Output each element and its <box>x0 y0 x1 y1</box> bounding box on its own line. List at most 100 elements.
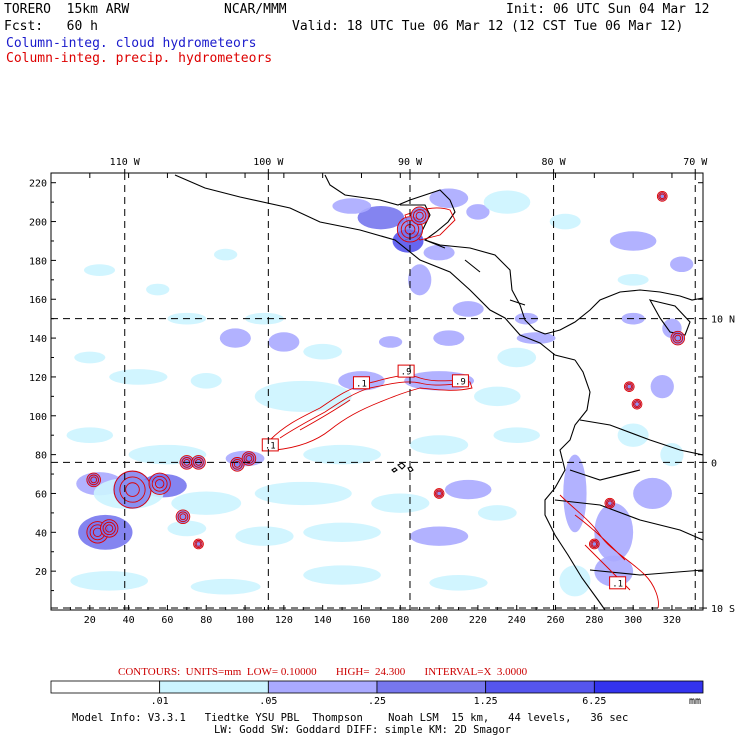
y-tick-label: 120 <box>29 373 47 384</box>
precip-cell-contour <box>589 538 600 550</box>
precip-cell-contour <box>632 400 642 409</box>
colorbar-swatch <box>267 680 378 694</box>
x-tick-label: 180 <box>391 615 409 626</box>
y-tick-label: 80 <box>35 451 47 462</box>
cloud-patch <box>254 380 352 412</box>
cloud-patch <box>514 312 539 325</box>
precip-cell-contour <box>231 459 243 470</box>
cloud-patch <box>74 351 106 364</box>
precip-cell-contour <box>243 453 255 464</box>
valid-time: Valid: 18 UTC Tue 06 Mar 12 (12 CST Tue … <box>292 19 684 34</box>
precip-cell-contour <box>125 482 140 497</box>
cloud-patch <box>466 204 490 220</box>
itcz-band-contour-inner <box>279 381 466 439</box>
y-tick-label: 140 <box>29 334 47 345</box>
precip-cell-contour <box>604 497 616 509</box>
precip-cell-contour <box>88 474 100 486</box>
forecast-hour: Fcst: 60 h <box>4 19 98 34</box>
cloud-patch <box>617 423 649 447</box>
cloud-patch <box>167 520 207 537</box>
colorbar-label: .25 <box>368 696 386 707</box>
precip-cell-contour <box>105 524 114 533</box>
cloud-patch <box>408 264 432 296</box>
y-tick-label: 220 <box>29 179 47 190</box>
right-tick-label: 10 N <box>711 315 735 326</box>
contour-label: .1 <box>265 441 276 451</box>
precip-cell-contour <box>90 476 98 484</box>
lat-lon-grid <box>51 173 703 610</box>
colorbar-swatch <box>593 680 704 694</box>
cloud-patch <box>83 264 116 276</box>
precip-cell-contour <box>634 401 640 407</box>
precip-cell-contour <box>435 489 444 498</box>
precip-cell-contour <box>674 334 682 342</box>
contour-label-box <box>451 374 469 388</box>
precip-cell-shade <box>113 470 152 509</box>
colorbar-label: .05 <box>259 696 277 707</box>
yucatan-coastline <box>324 174 546 335</box>
cloud-patch <box>409 435 469 455</box>
precip-cell-contour <box>193 538 204 550</box>
init-time: Init: 06 UTC Sun 04 Mar 12 <box>506 2 710 17</box>
colorbar-unit: mm <box>689 696 701 707</box>
cloud-patch <box>378 336 403 348</box>
precip-cell-shade <box>590 539 599 549</box>
x-tick-label: 80 <box>200 615 212 626</box>
y-tick-label: 180 <box>29 256 47 267</box>
precip-field-label: Column-integ. precip. hydrometeors <box>6 51 273 66</box>
contour-info: CONTOURS: UNITS=mm LOW= 0.10000 HIGH= 24… <box>118 666 528 678</box>
precip-cell-contour <box>233 460 241 468</box>
precip-cell-contour <box>195 541 202 547</box>
cloud-patch <box>371 493 430 513</box>
precip-cell-contour <box>100 519 119 538</box>
cloud-patch <box>423 244 455 261</box>
precip-cell-contour <box>86 472 101 488</box>
right-tick-label: 0 <box>711 458 717 469</box>
contour-label: .9 <box>455 377 466 387</box>
top-tick-label: 110 W <box>110 157 141 168</box>
precip-cell-contour <box>191 455 206 470</box>
top-tick-label: 90 W <box>398 157 423 168</box>
precip-cell-contour <box>591 541 598 547</box>
precip-cell-contour <box>605 499 614 508</box>
cloud-patch <box>433 330 465 346</box>
x-tick-label: 200 <box>430 615 448 626</box>
cloud-patch <box>563 454 587 533</box>
precip-cell-shade <box>194 539 203 549</box>
andes-contour <box>559 494 659 609</box>
contour-label: .9 <box>401 368 412 378</box>
x-tick-label: 20 <box>84 615 96 626</box>
precip-cell-contour <box>194 539 203 549</box>
plot-frame <box>50 172 704 611</box>
precip-cell-contour <box>607 500 613 506</box>
cloud-patch <box>516 332 556 344</box>
precip-cell-contour <box>672 332 684 344</box>
cloud-patch <box>303 565 381 585</box>
cloud-patch <box>109 369 168 385</box>
cloud-hydrometeor-shading <box>66 188 694 597</box>
cloud-patch <box>190 373 222 389</box>
x-tick-label: 300 <box>624 615 642 626</box>
right-tick-label: 10 S <box>711 604 735 615</box>
colorbar-label: .01 <box>151 696 169 707</box>
cloud-field-label: Column-integ. cloud hydrometeors <box>6 36 257 51</box>
precip-cell-contour <box>436 490 442 497</box>
y-tick-label: 160 <box>29 295 47 306</box>
model-info-line1: Model Info: V3.3.1 Tiedtke YSU PBL Thomp… <box>72 712 629 724</box>
south-america-coastline <box>544 359 606 610</box>
cloud-patch <box>483 190 531 214</box>
country-borders <box>400 204 703 576</box>
precip-cell-contour <box>102 521 116 536</box>
precip-cell-contour <box>590 539 599 549</box>
cloud-patch <box>409 526 469 546</box>
colorbar-label: 1.25 <box>474 696 498 707</box>
precip-cell-shade <box>624 382 634 391</box>
x-tick-label: 320 <box>663 615 681 626</box>
precip-cell-shade <box>434 489 444 498</box>
precip-cell-contour <box>625 382 634 391</box>
cloud-patch <box>303 343 343 360</box>
x-tick-label: 60 <box>161 615 173 626</box>
cloud-patch <box>66 427 114 443</box>
top-tick-label: 100 W <box>253 157 284 168</box>
precip-cell-contour <box>410 206 429 225</box>
